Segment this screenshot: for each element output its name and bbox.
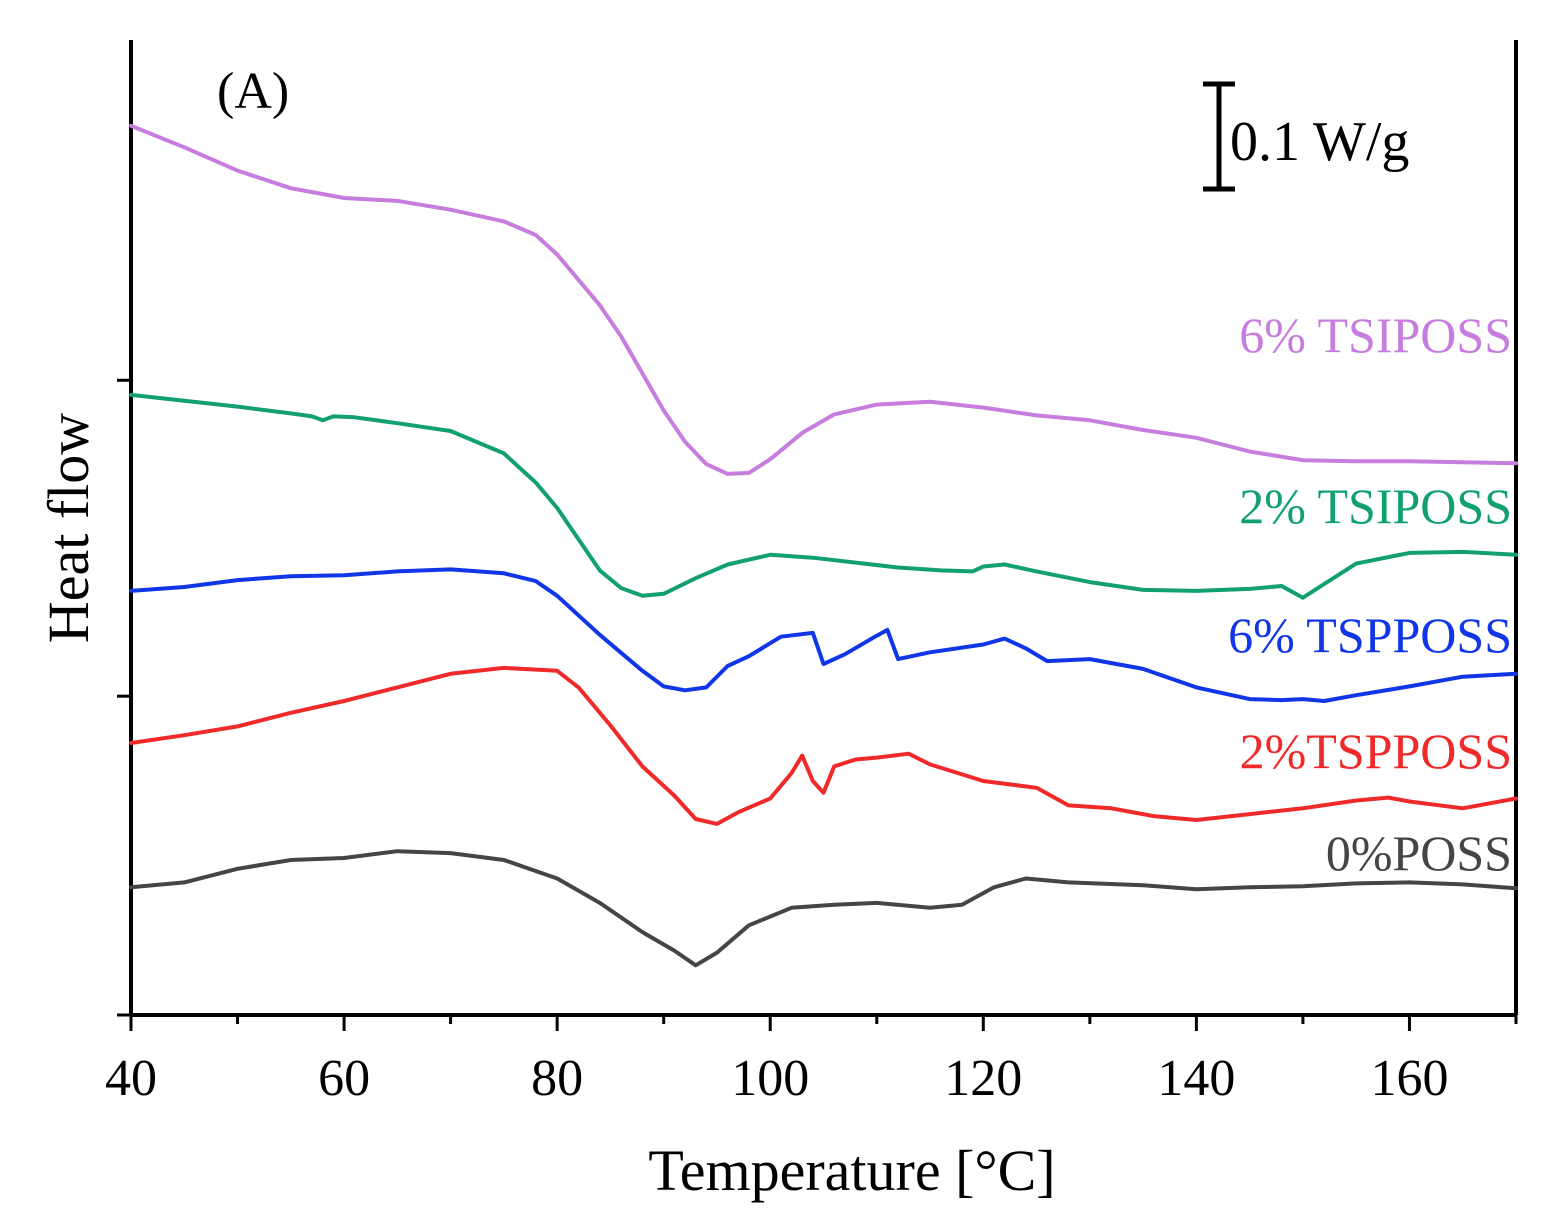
series-label-0-poss: 0%POSS bbox=[1326, 825, 1512, 881]
x-tick-label: 40 bbox=[105, 1050, 157, 1107]
x-tick-label: 80 bbox=[531, 1050, 583, 1107]
axes: 40 60 80 100 120 140 160 bbox=[105, 40, 1518, 1107]
x-tick-label: 100 bbox=[731, 1050, 809, 1107]
x-axis-title: Temperature [°C] bbox=[648, 1138, 1055, 1203]
series-labels: 6% TSIPOSS 2% TSIPOSS 6% TSPPOSS 2%TSPPOSS 0… bbox=[1228, 307, 1512, 881]
panel-label: (A) bbox=[217, 63, 289, 120]
series-line-0-poss bbox=[129, 849, 1518, 968]
x-tick-label: 140 bbox=[1157, 1050, 1235, 1107]
series-line-6-tsiposs bbox=[129, 123, 1518, 476]
series-line-6-tspposs bbox=[129, 567, 1518, 703]
series-line-2-tsiposs bbox=[129, 392, 1518, 600]
series-label-6-tsiposs: 6% TSIPOSS bbox=[1239, 307, 1512, 363]
series-label-6-tspposs: 6% TSPPOSS bbox=[1228, 607, 1512, 663]
x-tick-label: 160 bbox=[1370, 1050, 1448, 1107]
y-axis-title: Heat flow bbox=[36, 413, 101, 643]
x-tick-label: 60 bbox=[318, 1050, 370, 1107]
series-label-2-tspposs: 2%TSPPOSS bbox=[1240, 723, 1512, 779]
series-line-2-tspposs bbox=[129, 665, 1518, 826]
x-tick-label: 120 bbox=[944, 1050, 1022, 1107]
series-group bbox=[129, 123, 1518, 968]
series-label-2-tsiposs: 2% TSIPOSS bbox=[1239, 478, 1512, 534]
scale-bar: 0.1 W/g bbox=[1203, 81, 1409, 192]
scale-bar-label: 0.1 W/g bbox=[1230, 111, 1409, 173]
